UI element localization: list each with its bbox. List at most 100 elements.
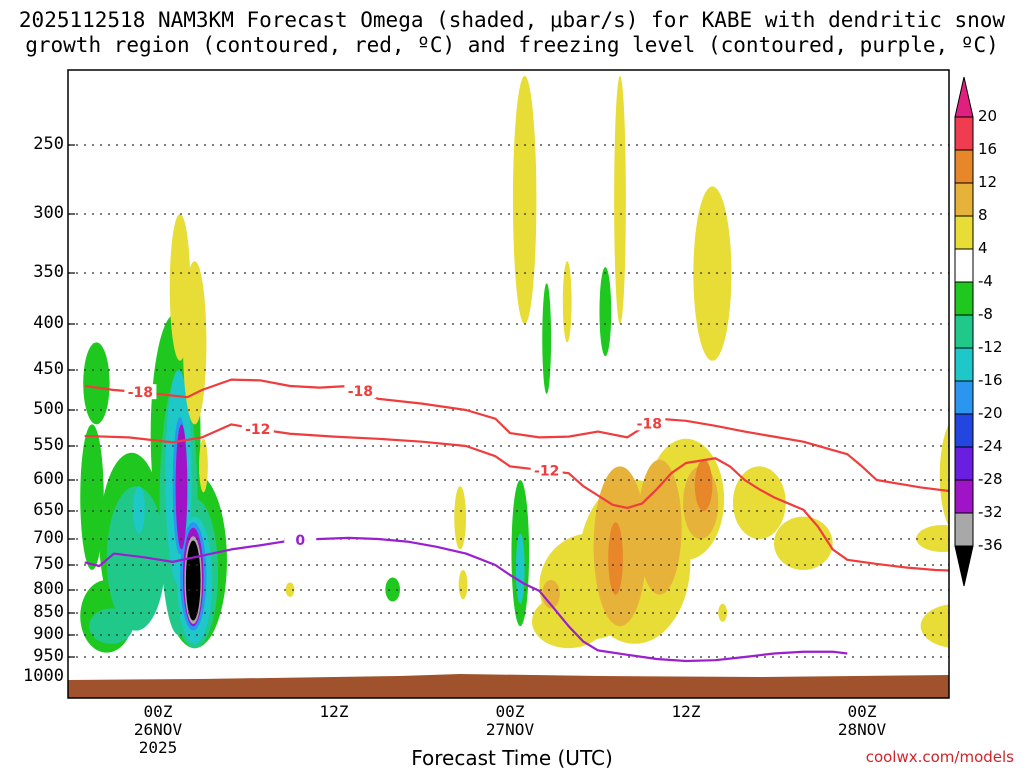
y-tick-label-400: 400 <box>33 313 64 333</box>
colorbar-label: -32 <box>978 503 1003 521</box>
x-tick-label-line: 12Z <box>671 702 701 721</box>
y-tick-label-550: 550 <box>33 435 64 455</box>
y-tick-label-650: 650 <box>33 500 64 520</box>
omega-cell-28 <box>614 76 626 324</box>
omega-cell-33 <box>515 533 525 604</box>
colorbar-label: -4 <box>978 272 993 290</box>
contour-label-dgz-18-0: -18 <box>128 385 153 401</box>
x-tick-label-4: 00Z 28NOV <box>822 703 902 739</box>
colorbar-bin-12 <box>954 512 974 547</box>
x-axis-title: Forecast Time (UTC) <box>411 746 613 770</box>
omega-cell-29 <box>693 186 732 361</box>
omega-cell-26 <box>512 76 537 324</box>
y-tick-label-850: 850 <box>33 602 64 622</box>
contour-label-freezing-0-0: 0 <box>295 533 305 549</box>
y-tick-label-950: 950 <box>33 646 64 666</box>
colorbar-bin-2 <box>954 182 974 217</box>
contour-label-dgz-12-1: -12 <box>534 464 559 480</box>
x-tick-label-line: 12Z <box>319 702 349 721</box>
x-tick-label-line: 00Z <box>143 702 173 721</box>
omega-cell-47 <box>939 424 949 527</box>
omega-cell-0 <box>83 342 110 425</box>
omega-cell-10 <box>133 486 145 534</box>
x-tick-label-0: 00Z 26NOV 2025 <box>118 703 198 757</box>
x-tick-label-line: 27NOV <box>485 720 535 739</box>
omega-cell-6 <box>106 486 166 631</box>
colorbar-bin-10 <box>954 446 974 481</box>
contour-dgz-18 <box>84 378 949 493</box>
contour-dgz-12 <box>84 423 949 572</box>
ground-terrain <box>68 674 949 698</box>
contour-label-bg <box>241 420 274 436</box>
colorbar-bin-9 <box>954 413 974 448</box>
omega-cell-30 <box>542 283 552 394</box>
omega-cell-46 <box>774 516 833 570</box>
omega-cell-23 <box>385 577 400 602</box>
colorbar-label: 4 <box>978 239 988 257</box>
colorbar-bottom-arrow <box>954 545 974 587</box>
colorbar-label: -20 <box>978 404 1003 422</box>
colorbar-bin-3 <box>954 215 974 250</box>
plot-frame <box>67 69 950 699</box>
y-tick-label-300: 300 <box>33 203 64 223</box>
colorbar-label: 12 <box>978 173 998 191</box>
omega-cell-18 <box>185 540 201 621</box>
omega-cell-20 <box>182 261 207 425</box>
contour-label-bg <box>530 462 563 478</box>
omega-cell-50 <box>718 603 728 622</box>
colorbar-label: 20 <box>978 107 998 125</box>
colorbar-label: -24 <box>978 437 1003 455</box>
x-tick-label-line: 00Z <box>495 702 525 721</box>
y-tick-label-800: 800 <box>33 579 64 599</box>
omega-cell-25 <box>458 570 468 600</box>
x-tick-label-2: 00Z 27NOV <box>470 703 550 739</box>
y-tick-label-500: 500 <box>33 399 64 419</box>
chart-title-line-2: growth region (contoured, red, ºC) and f… <box>25 33 999 57</box>
contour-freezing-0 <box>84 536 848 663</box>
colorbar-label: -12 <box>978 338 1003 356</box>
colorbar-label: -8 <box>978 305 993 323</box>
x-tick-label-line: 28NOV <box>837 720 887 739</box>
omega-cell-27 <box>562 261 572 343</box>
colorbar-bin-4 <box>954 248 974 283</box>
contour-label-bg <box>633 415 666 431</box>
y-tick-label-1000: 1000 <box>23 666 64 686</box>
omega-cell-40 <box>637 459 682 595</box>
y-tick-label-600: 600 <box>33 469 64 489</box>
colorbar-label: -36 <box>978 536 1003 554</box>
x-tick-label-line: 2025 <box>138 738 178 757</box>
y-tick-label-350: 350 <box>33 262 64 282</box>
x-tick-label-line: 26NOV <box>133 720 183 739</box>
colorbar-label: -16 <box>978 371 1003 389</box>
contour-label-bg <box>344 383 377 399</box>
colorbar-bin-5 <box>954 281 974 316</box>
omega-cell-7 <box>89 608 134 644</box>
y-tick-label-450: 450 <box>33 359 64 379</box>
y-tick-label-750: 750 <box>33 554 64 574</box>
contour-label-bg <box>124 384 157 400</box>
contour-label-dgz-12-0: -12 <box>245 422 270 438</box>
colorbar-label: 16 <box>978 140 998 158</box>
colorbar-label: 8 <box>978 206 988 224</box>
x-tick-label-3: 12Z <box>646 703 726 721</box>
contour-label-bg <box>284 532 317 548</box>
omega-cell-44 <box>694 459 713 511</box>
colorbar-bin-11 <box>954 479 974 514</box>
y-tick-label-700: 700 <box>33 528 64 548</box>
colorbar-bin-7 <box>954 347 974 382</box>
omega-cell-15 <box>175 424 188 550</box>
chart-title-line-1: 2025112518 NAM3KM Forecast Omega (shaded… <box>18 8 1006 32</box>
omega-cell-49 <box>920 604 949 648</box>
omega-cell-31 <box>599 267 612 357</box>
omega-cell-45 <box>732 466 786 539</box>
source-credit: coolwx.com/models <box>865 748 1014 766</box>
omega-cell-38 <box>532 594 606 649</box>
omega-cell-1 <box>80 424 104 570</box>
omega-cell-21 <box>199 438 208 493</box>
x-tick-label-line: 00Z <box>847 702 877 721</box>
y-tick-label-250: 250 <box>33 134 64 154</box>
x-tick-label-1: 12Z <box>294 703 374 721</box>
colorbar-label: -28 <box>978 470 1003 488</box>
